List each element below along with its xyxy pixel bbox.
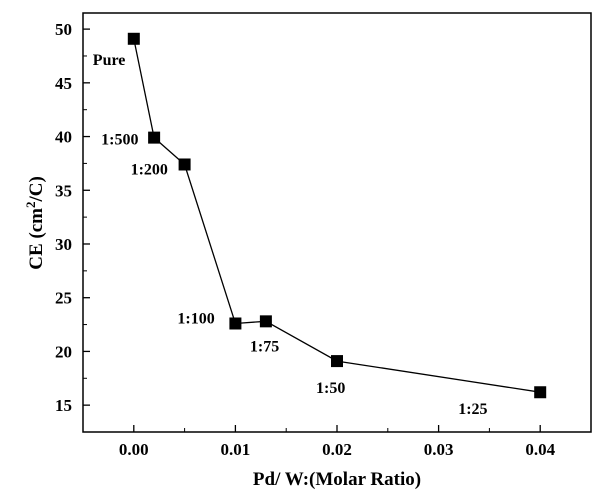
data-point-marker (534, 386, 547, 399)
data-point-marker (331, 355, 343, 368)
y-tick-label: 45 (55, 74, 72, 93)
y-tick-label: 35 (55, 181, 72, 200)
point-label: 1:25 (458, 401, 487, 418)
point-label: 1:500 (101, 132, 138, 149)
y-tick-label: 15 (55, 396, 72, 415)
point-label: 1:200 (131, 161, 168, 178)
y-tick-label: 25 (55, 289, 72, 308)
data-point-marker (127, 32, 140, 45)
series-line (133, 38, 541, 393)
point-label: 1:75 (250, 338, 279, 355)
data-point-marker (148, 131, 161, 144)
point-label: 1:100 (177, 310, 214, 327)
data-markers (127, 32, 547, 399)
y-tick-label: 30 (55, 235, 72, 254)
data-point-marker (178, 158, 191, 171)
y-tick-label: 50 (55, 20, 72, 39)
x-tick-label: 0.01 (221, 440, 251, 459)
data-point-marker (259, 315, 272, 328)
y-tick-label: 20 (55, 342, 72, 361)
point-label: Pure (93, 52, 126, 69)
y-axis-title-main: CE (cm (26, 208, 47, 270)
y-axis-title-superscript: 2 (23, 202, 38, 209)
y-tick-label: 40 (55, 128, 72, 147)
data-point-marker (229, 317, 242, 330)
y-ticks: 15 20 25 30 35 40 45 50 (55, 20, 90, 433)
x-tick-label: 0.00 (119, 440, 149, 459)
x-tick-label: 0.02 (322, 440, 352, 459)
series-polyline (133, 38, 541, 393)
x-axis-title: Pd/ W:(Molar Ratio) (253, 469, 421, 490)
y-axis-title: CE (cm2/C) (23, 176, 47, 270)
point-label: 1:50 (316, 380, 345, 397)
x-tick-label: 0.04 (525, 440, 555, 459)
y-axis-title-tail: /C) (26, 176, 47, 202)
x-tick-label: 0.03 (424, 440, 454, 459)
point-labels: Pure 1:500 1:200 1:100 1:75 1:50 1:25 (93, 52, 488, 418)
x-ticks: 0.00 0.01 0.02 0.03 0.04 (82, 425, 592, 459)
plot-frame (82, 12, 592, 433)
